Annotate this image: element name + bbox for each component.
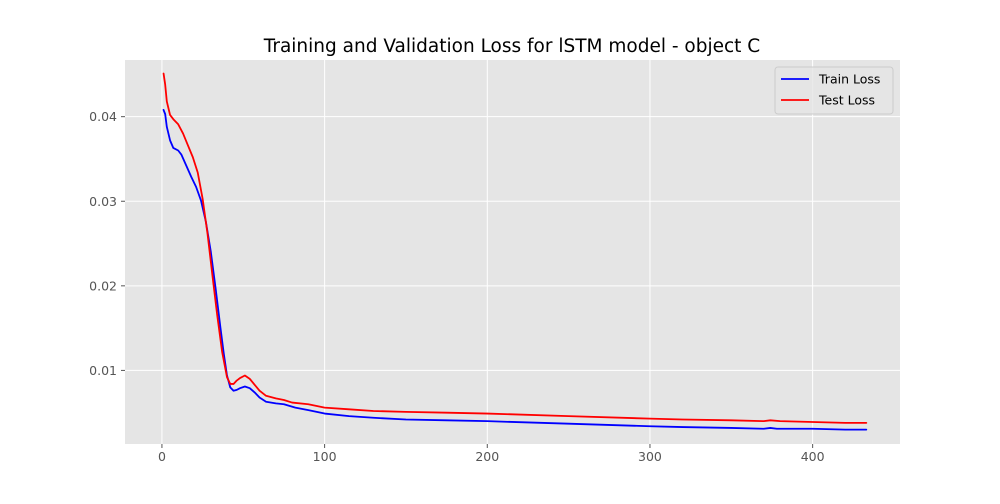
legend: Train Loss Test Loss — [774, 66, 894, 115]
x-tick-label: 400 — [801, 449, 825, 464]
x-tick-label: 300 — [638, 449, 662, 464]
y-tick-label: 0.03 — [89, 194, 117, 209]
x-tick-label: 200 — [475, 449, 499, 464]
plot-area — [125, 60, 900, 444]
x-tick-label: 0 — [158, 449, 166, 464]
y-tick-label: 0.04 — [89, 109, 117, 124]
series-line-train-loss — [162, 109, 868, 431]
series-line-test-loss — [162, 72, 868, 424]
y-tick-label: 0.02 — [89, 278, 117, 293]
grid-lines — [125, 60, 900, 444]
legend-label: Train Loss — [818, 72, 880, 87]
legend-label: Test Loss — [818, 93, 875, 108]
x-tick-label: 100 — [313, 449, 337, 464]
axes: 0 100 200 300 400 0.01 0.02 0.03 0.04 — [89, 109, 824, 464]
series-lines — [162, 72, 868, 431]
chart-title: Training and Validation Loss for lSTM mo… — [263, 36, 760, 57]
y-tick-label: 0.01 — [89, 363, 117, 378]
